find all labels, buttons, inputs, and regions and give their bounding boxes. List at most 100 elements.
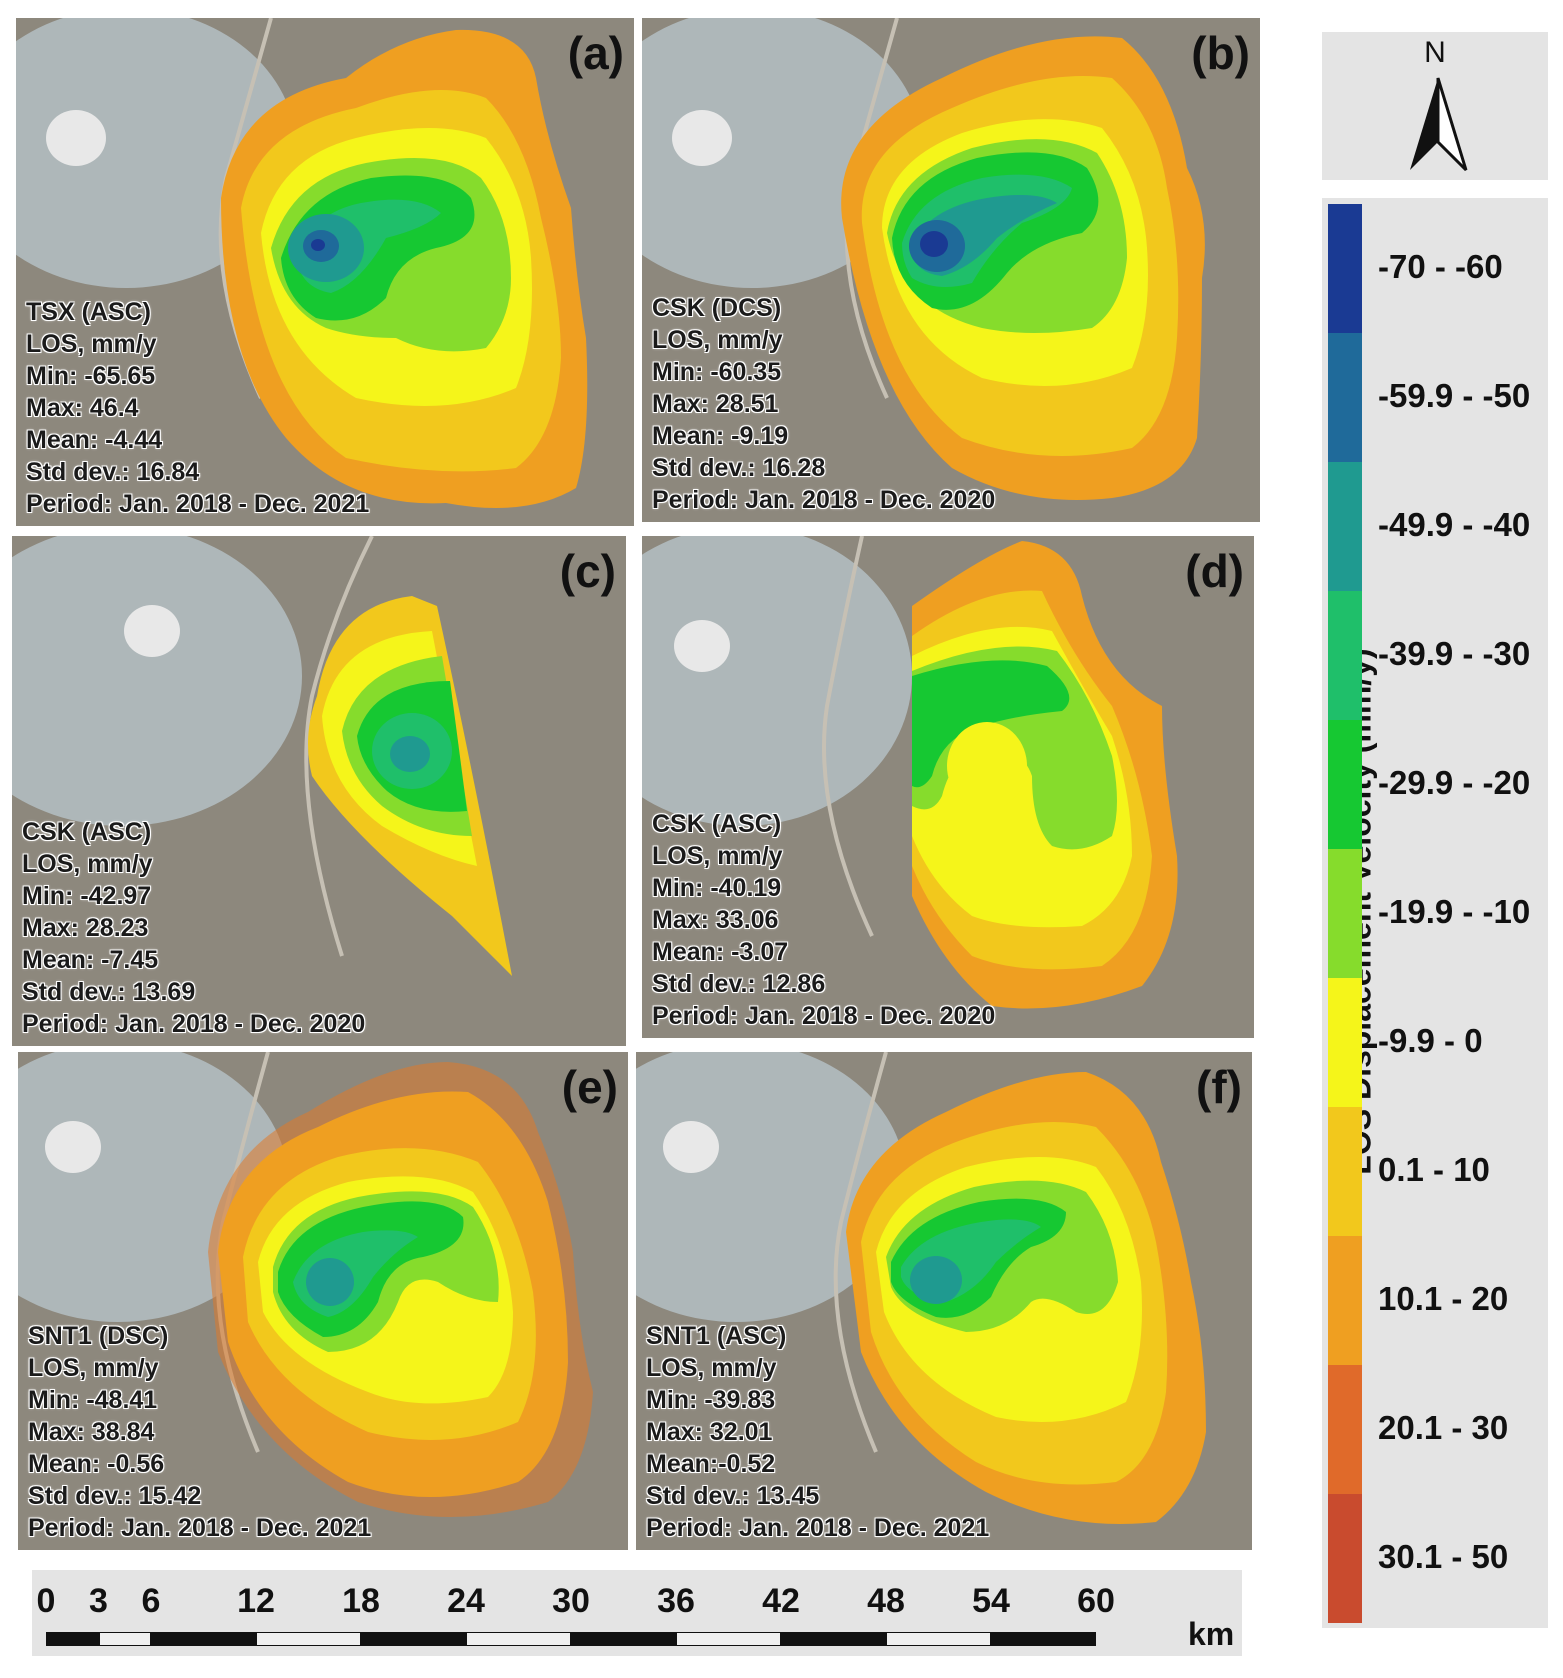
north-arrow-box: N xyxy=(1322,32,1548,180)
sensor-label: CSK (ASC) xyxy=(652,810,782,838)
period-value: Period: Jan. 2018 - Dec. 2021 xyxy=(26,490,370,518)
sensor-label: TSX (ASC) xyxy=(26,298,151,326)
legend-class-label: -59.9 - -50 xyxy=(1378,377,1531,414)
legend-swatch xyxy=(1328,591,1362,720)
scale-tick-label: 24 xyxy=(447,1582,485,1620)
legend-class-label: 30.1 - 50 xyxy=(1378,1538,1509,1575)
displacement-map-d xyxy=(642,536,1254,1038)
panel-statistics: CSK (ASC) LOS, mm/y Min: -40.19 Max: 33.… xyxy=(652,808,995,1032)
legend-swatch xyxy=(1328,204,1362,333)
panel-statistics: CSK (DCS) LOS, mm/y Min: -60.35 Max: 28.… xyxy=(652,292,995,516)
period-value: Period: Jan. 2018 - Dec. 2021 xyxy=(28,1514,372,1542)
min-value: Min: -42.97 xyxy=(22,882,152,910)
units-label: LOS, mm/y xyxy=(652,842,783,870)
legend-class-label: -70 - -60 xyxy=(1378,248,1503,285)
max-value: Max: 28.51 xyxy=(652,390,779,418)
legend-swatch xyxy=(1328,333,1362,462)
scale-segment xyxy=(151,1632,256,1646)
displacement-map-b xyxy=(642,18,1260,522)
min-value: Min: -65.65 xyxy=(26,362,156,390)
legend-swatch xyxy=(1328,1365,1362,1494)
legend-swatch xyxy=(1328,462,1362,591)
scale-segment xyxy=(886,1632,991,1646)
period-value: Period: Jan. 2018 - Dec. 2020 xyxy=(652,486,996,514)
mean-value: Mean: -9.19 xyxy=(652,422,789,450)
scale-tick-label: 6 xyxy=(141,1582,161,1620)
scale-tick-label: 54 xyxy=(972,1582,1010,1620)
scale-segment xyxy=(361,1632,466,1646)
scale-segment xyxy=(98,1632,151,1646)
panel-statistics: CSK (ASC) LOS, mm/y Min: -42.97 Max: 28.… xyxy=(22,816,365,1040)
panel-label: (a) xyxy=(567,27,624,79)
std-value: Std dev.: 16.28 xyxy=(652,454,826,482)
min-value: Min: -48.41 xyxy=(28,1386,158,1414)
scale-segment xyxy=(46,1632,99,1646)
scale-unit: km xyxy=(1188,1616,1235,1652)
legend-swatch xyxy=(1328,1236,1362,1365)
panel-label: (d) xyxy=(1185,545,1244,597)
panel-label: (f) xyxy=(1196,1061,1242,1113)
legend-swatch xyxy=(1328,978,1362,1107)
legend-class-label: -39.9 - -30 xyxy=(1378,635,1531,672)
legend-swatch xyxy=(1328,1107,1362,1236)
displacement-map-a xyxy=(16,18,634,526)
units-label: LOS, mm/y xyxy=(26,330,157,358)
panel-label: (c) xyxy=(559,545,616,597)
displacement-map-e xyxy=(18,1052,628,1550)
legend-class-label: -19.9 - -10 xyxy=(1378,893,1531,930)
min-value: Min: -39.83 xyxy=(646,1386,776,1414)
scale-segment xyxy=(571,1632,676,1646)
mean-value: Mean: -7.45 xyxy=(22,946,159,974)
units-label: LOS, mm/y xyxy=(22,850,153,878)
scale-tick-label: 30 xyxy=(552,1582,590,1620)
sensor-label: SNT1 (ASC) xyxy=(646,1322,787,1350)
legend-swatch xyxy=(1328,849,1362,978)
map-panel-c: (c) CSK (ASC) LOS, mm/y Min: -42.97 Max:… xyxy=(12,536,626,1046)
legend-class-label: -29.9 - -20 xyxy=(1378,764,1531,801)
scale-tick-label: 18 xyxy=(342,1582,380,1620)
north-arrow-icon xyxy=(1410,77,1468,172)
panel-statistics: TSX (ASC) LOS, mm/y Min: -65.65 Max: 46.… xyxy=(26,296,369,520)
scale-tick-label: 42 xyxy=(762,1582,800,1620)
legend: LOS Displacement Velocity (mm/y) -70 - -… xyxy=(1322,198,1548,1628)
period-value: Period: Jan. 2018 - Dec. 2021 xyxy=(646,1514,990,1542)
sensor-label: SNT1 (DSC) xyxy=(28,1322,169,1350)
scale-segment xyxy=(676,1632,781,1646)
legend-class-label: -49.9 - -40 xyxy=(1378,506,1531,543)
units-label: LOS, mm/y xyxy=(652,326,783,354)
std-value: Std dev.: 13.69 xyxy=(22,978,196,1006)
scale-tick-label: 36 xyxy=(657,1582,695,1620)
scale-segment xyxy=(466,1632,571,1646)
scale-segment xyxy=(256,1632,361,1646)
units-label: LOS, mm/y xyxy=(28,1354,159,1382)
max-value: Max: 46.4 xyxy=(26,394,139,422)
legend-class-label: 0.1 - 10 xyxy=(1378,1151,1490,1188)
mean-value: Mean: -4.44 xyxy=(26,426,163,454)
scale-segment xyxy=(991,1632,1096,1646)
std-value: Std dev.: 13.45 xyxy=(646,1482,820,1510)
min-value: Min: -60.35 xyxy=(652,358,782,386)
legend-swatch xyxy=(1328,720,1362,849)
mean-value: Mean: -3.07 xyxy=(652,938,789,966)
displacement-map-c xyxy=(12,536,626,1046)
std-value: Std dev.: 15.42 xyxy=(28,1482,202,1510)
scale-tick-label: 0 xyxy=(36,1582,56,1620)
panel-statistics: SNT1 (ASC) LOS, mm/y Min: -39.83 Max: 32… xyxy=(646,1320,989,1544)
map-panel-f: (f) SNT1 (ASC) LOS, mm/y Min: -39.83 Max… xyxy=(636,1052,1252,1550)
max-value: Max: 33.06 xyxy=(652,906,779,934)
scale-tick-label: 3 xyxy=(89,1582,108,1620)
mean-value: Mean: -0.56 xyxy=(28,1450,165,1478)
legend-class-label: -9.9 - 0 xyxy=(1378,1022,1483,1059)
max-value: Max: 28.23 xyxy=(22,914,149,942)
legend-class-label: 20.1 - 30 xyxy=(1378,1409,1509,1446)
displacement-map-f xyxy=(636,1052,1252,1550)
scale-tick-label: 12 xyxy=(237,1582,275,1620)
std-value: Std dev.: 12.86 xyxy=(652,970,826,998)
std-value: Std dev.: 16.84 xyxy=(26,458,200,486)
sensor-label: CSK (DCS) xyxy=(652,294,782,322)
north-letter: N xyxy=(1424,36,1446,69)
scale-segment xyxy=(781,1632,886,1646)
scale-tick-label: 48 xyxy=(867,1582,905,1620)
panel-label: (e) xyxy=(561,1061,618,1113)
min-value: Min: -40.19 xyxy=(652,874,782,902)
